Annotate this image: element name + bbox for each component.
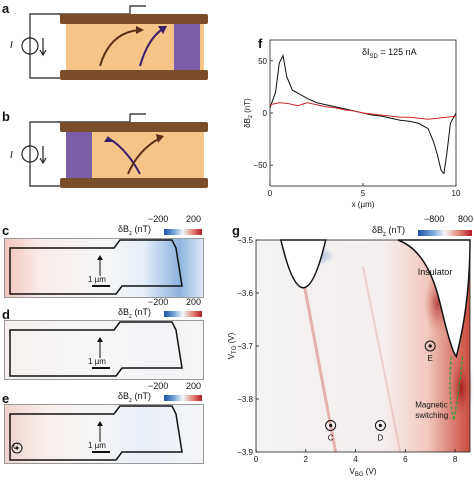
panel-g-switching-label: switching	[415, 411, 448, 420]
panel-e-scalebar-label: 1 µm	[88, 441, 106, 450]
marker-D-dot	[378, 423, 383, 428]
panel-d-device-outline	[9, 321, 183, 377]
panel-e-cbar-max: 200	[186, 381, 202, 391]
panel-g-red-region-lower	[449, 354, 474, 423]
marker-D-ring	[374, 420, 386, 431]
panel-c-scalebar-label: 1 µm	[88, 275, 106, 284]
panel-f-x-axis-label: x (µm)	[352, 200, 375, 209]
marker-D-label: D	[378, 434, 384, 443]
panel-f-annotation: δISD = 125 nA	[362, 47, 417, 60]
x-tick-label: 6	[403, 455, 408, 464]
panel-e-label: e	[2, 391, 10, 406]
panel-g-insulator-region-right	[397, 239, 471, 359]
y-tick-label: −3.7	[237, 342, 253, 351]
panel-g-label: g	[232, 223, 240, 238]
panel-b-device-schematic	[21, 113, 208, 188]
panel-c-cbar-max: 200	[186, 214, 202, 224]
panel-g-magnetic-label: Magnetic	[415, 400, 447, 409]
panel-g-y-axis-label: VTG (V)	[227, 332, 238, 359]
panel-b-current-symbol: I	[10, 150, 13, 161]
y-tick-label: 50	[258, 57, 267, 66]
y-tick-label: −3.9	[237, 448, 253, 457]
panel-b-label: b	[2, 109, 10, 124]
panel-g-heatmap: 0 2 4 6 8 −3.5 −3.6 −3.7 −3.8 −3.9 C D E Insulator Mag…	[227, 236, 474, 478]
panel-a-current-symbol: I	[10, 40, 13, 51]
panel-f-label: f	[258, 36, 263, 51]
marker-E-dot	[428, 344, 432, 348]
panel-g-insulator-region-left	[279, 239, 327, 289]
marker-C-label: C	[328, 434, 334, 443]
panel-d-label: d	[2, 307, 10, 322]
panel-f-series-2-line	[269, 102, 457, 120]
panel-g-x-axis-label: VBG (V)	[350, 467, 377, 478]
panel-g-colorbar	[418, 230, 472, 236]
x-tick-label: 5	[361, 189, 366, 198]
x-tick-label: 4	[353, 455, 358, 464]
marker-C-ring	[325, 420, 337, 431]
panel-e-cbar-min: −200	[148, 381, 169, 391]
panel-c-device-outline	[9, 239, 183, 295]
panel-e-marker-label: C	[13, 442, 19, 451]
panel-e-cbar-title: δBz (nT)	[118, 391, 152, 404]
panel-c-cbar-min: −200	[148, 214, 169, 224]
panel-d-cbar-min: −200	[148, 297, 169, 307]
panel-a-label: a	[2, 1, 10, 16]
panel-f-series-1-line	[269, 54, 457, 175]
x-tick-label: 10	[452, 189, 461, 198]
panel-f-line-chart: 0 5 10 50 0 −50 x (µm) δBz (nT)	[243, 39, 461, 209]
panel-c-cbar-title: δBz (nT)	[118, 224, 152, 237]
panel-d-cbar-max: 200	[186, 297, 202, 307]
y-tick-label: −3.5	[237, 236, 253, 245]
panel-g-faint-stripe	[362, 266, 402, 453]
panel-f-y-axis-label: δBz (nT)	[243, 98, 254, 128]
panel-g-cbar-max: 800	[458, 214, 474, 224]
y-tick-label: 0	[263, 109, 268, 118]
panel-g-insulator-label: Insulator	[418, 267, 453, 277]
panel-g-cbar-min: −800	[424, 214, 445, 224]
x-tick-label: 8	[453, 455, 458, 464]
panel-d-colorbar	[164, 311, 202, 317]
y-tick-label: −50	[253, 161, 267, 170]
panel-g-cbar-title: δBz (nT)	[372, 225, 406, 238]
y-tick-label: −3.8	[237, 395, 253, 404]
marker-E-ring	[424, 340, 436, 352]
marker-C-dot	[329, 423, 333, 428]
y-tick-label: −3.6	[237, 289, 253, 298]
panel-c-label: c	[2, 223, 10, 238]
panel-d-cbar-title: δBz (nT)	[118, 307, 152, 320]
panel-c-colorbar	[164, 229, 202, 235]
panel-e-colorbar	[164, 395, 202, 401]
x-tick-label: 2	[304, 455, 309, 464]
marker-E-label: E	[428, 354, 433, 363]
x-tick-label: 0	[268, 189, 273, 198]
panel-e-device-outline	[9, 405, 183, 461]
panel-d-scalebar-label: 1 µm	[88, 357, 106, 366]
x-tick-label: 0	[254, 455, 259, 464]
panel-g-switching-outline	[449, 356, 464, 421]
panel-a-device-schematic	[21, 5, 208, 80]
